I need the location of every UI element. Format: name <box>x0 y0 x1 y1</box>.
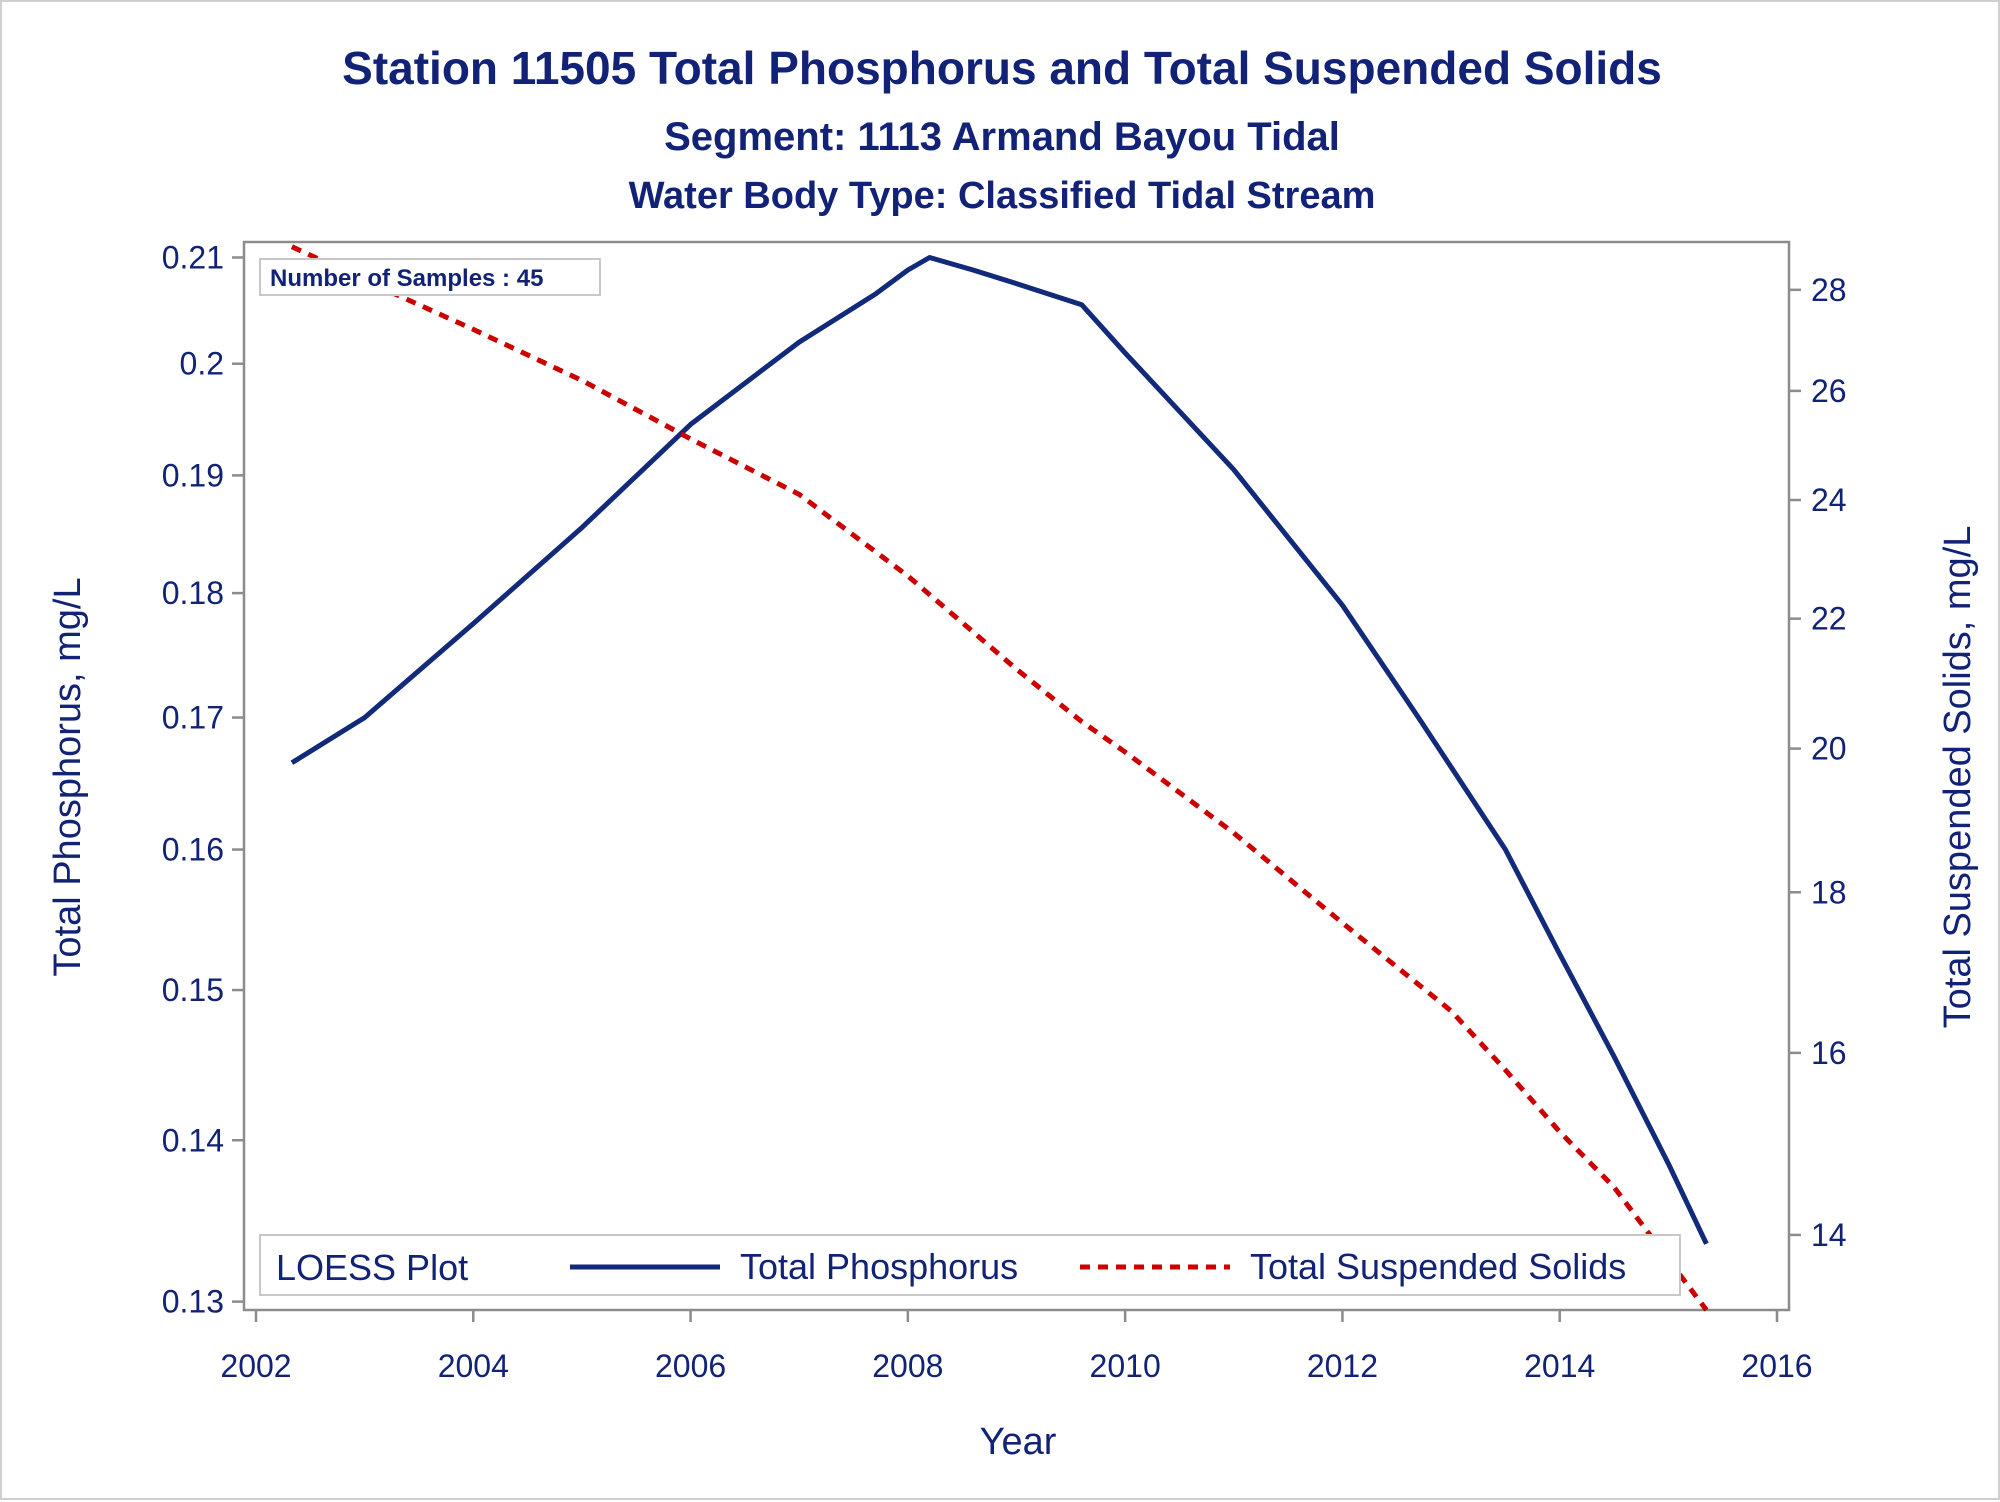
sample-count-text: Number of Samples : 45 <box>270 265 543 292</box>
x-tick-label: 2008 <box>872 1348 943 1384</box>
y-right-tick-label: 14 <box>1811 1217 1847 1253</box>
chart-subtitle: Segment: 1113 Armand Bayou Tidal <box>664 115 1340 159</box>
x-tick-label: 2002 <box>220 1348 291 1384</box>
y-left-tick-label: 0.21 <box>162 239 224 275</box>
y-left-tick-label: 0.14 <box>162 1122 224 1158</box>
sample-count-inset: Number of Samples : 45 <box>259 258 601 296</box>
y-right-tick-label: 24 <box>1811 482 1847 518</box>
y-axis-right-label: Total Suspended Solids, mg/L <box>1937 526 1979 1029</box>
legend-box <box>259 1234 1681 1296</box>
series-line-total-phosphorus <box>290 255 1709 1245</box>
y-right-tick-label: 20 <box>1811 731 1847 767</box>
chart-subtitle-2: Water Body Type: Classified Tidal Stream <box>629 175 1376 217</box>
x-axis-label: Year <box>980 1421 1057 1463</box>
y-right-tick-label: 28 <box>1811 272 1847 308</box>
y-right-tick-label: 18 <box>1811 874 1847 910</box>
x-tick-label: 2012 <box>1307 1348 1378 1384</box>
y-left-tick-label: 0.17 <box>162 700 224 736</box>
y-axis-left-label: Total Phosphorus, mg/L <box>47 577 89 976</box>
x-tick-label: 2006 <box>655 1348 726 1384</box>
y-right-tick-label: 22 <box>1811 601 1847 637</box>
x-tick-label: 2016 <box>1741 1348 1812 1384</box>
y-left-tick-label: 0.18 <box>162 575 224 611</box>
chart-title: Station 11505 Total Phosphorus and Total… <box>342 42 1662 94</box>
y-right-tick-label: 26 <box>1811 373 1847 409</box>
x-tick-label: 2004 <box>438 1348 509 1384</box>
y-left-tick-label: 0.2 <box>180 346 224 382</box>
legend: LOESS Plot Total Phosphorus Total Suspen… <box>259 1234 1681 1296</box>
y-axis-left: 0.13 0.14 0.15 0.16 0.17 0.18 0.19 0.2 0.21 <box>162 239 244 1320</box>
x-axis: 2002 2004 2006 2008 2010 2012 2014 2016 <box>220 1310 1813 1384</box>
legend-label-tss: Total Suspended Solids <box>1250 1246 1626 1287</box>
x-tick-label: 2010 <box>1090 1348 1161 1384</box>
y-axis-right: 14 16 18 20 22 24 26 28 <box>1789 272 1847 1253</box>
legend-label-phosphorus: Total Phosphorus <box>740 1246 1018 1287</box>
x-tick-label: 2014 <box>1524 1348 1595 1384</box>
plot-area <box>242 240 1791 1312</box>
y-left-tick-label: 0.15 <box>162 972 224 1008</box>
legend-title: LOESS Plot <box>276 1247 468 1288</box>
series-layer <box>290 244 1709 1312</box>
y-left-tick-label: 0.13 <box>162 1284 224 1320</box>
series-line-total-suspended-solids <box>290 244 1709 1312</box>
inset-box <box>259 258 601 296</box>
y-left-tick-label: 0.19 <box>162 457 224 493</box>
y-left-tick-label: 0.16 <box>162 832 224 868</box>
y-right-tick-label: 16 <box>1811 1035 1847 1071</box>
